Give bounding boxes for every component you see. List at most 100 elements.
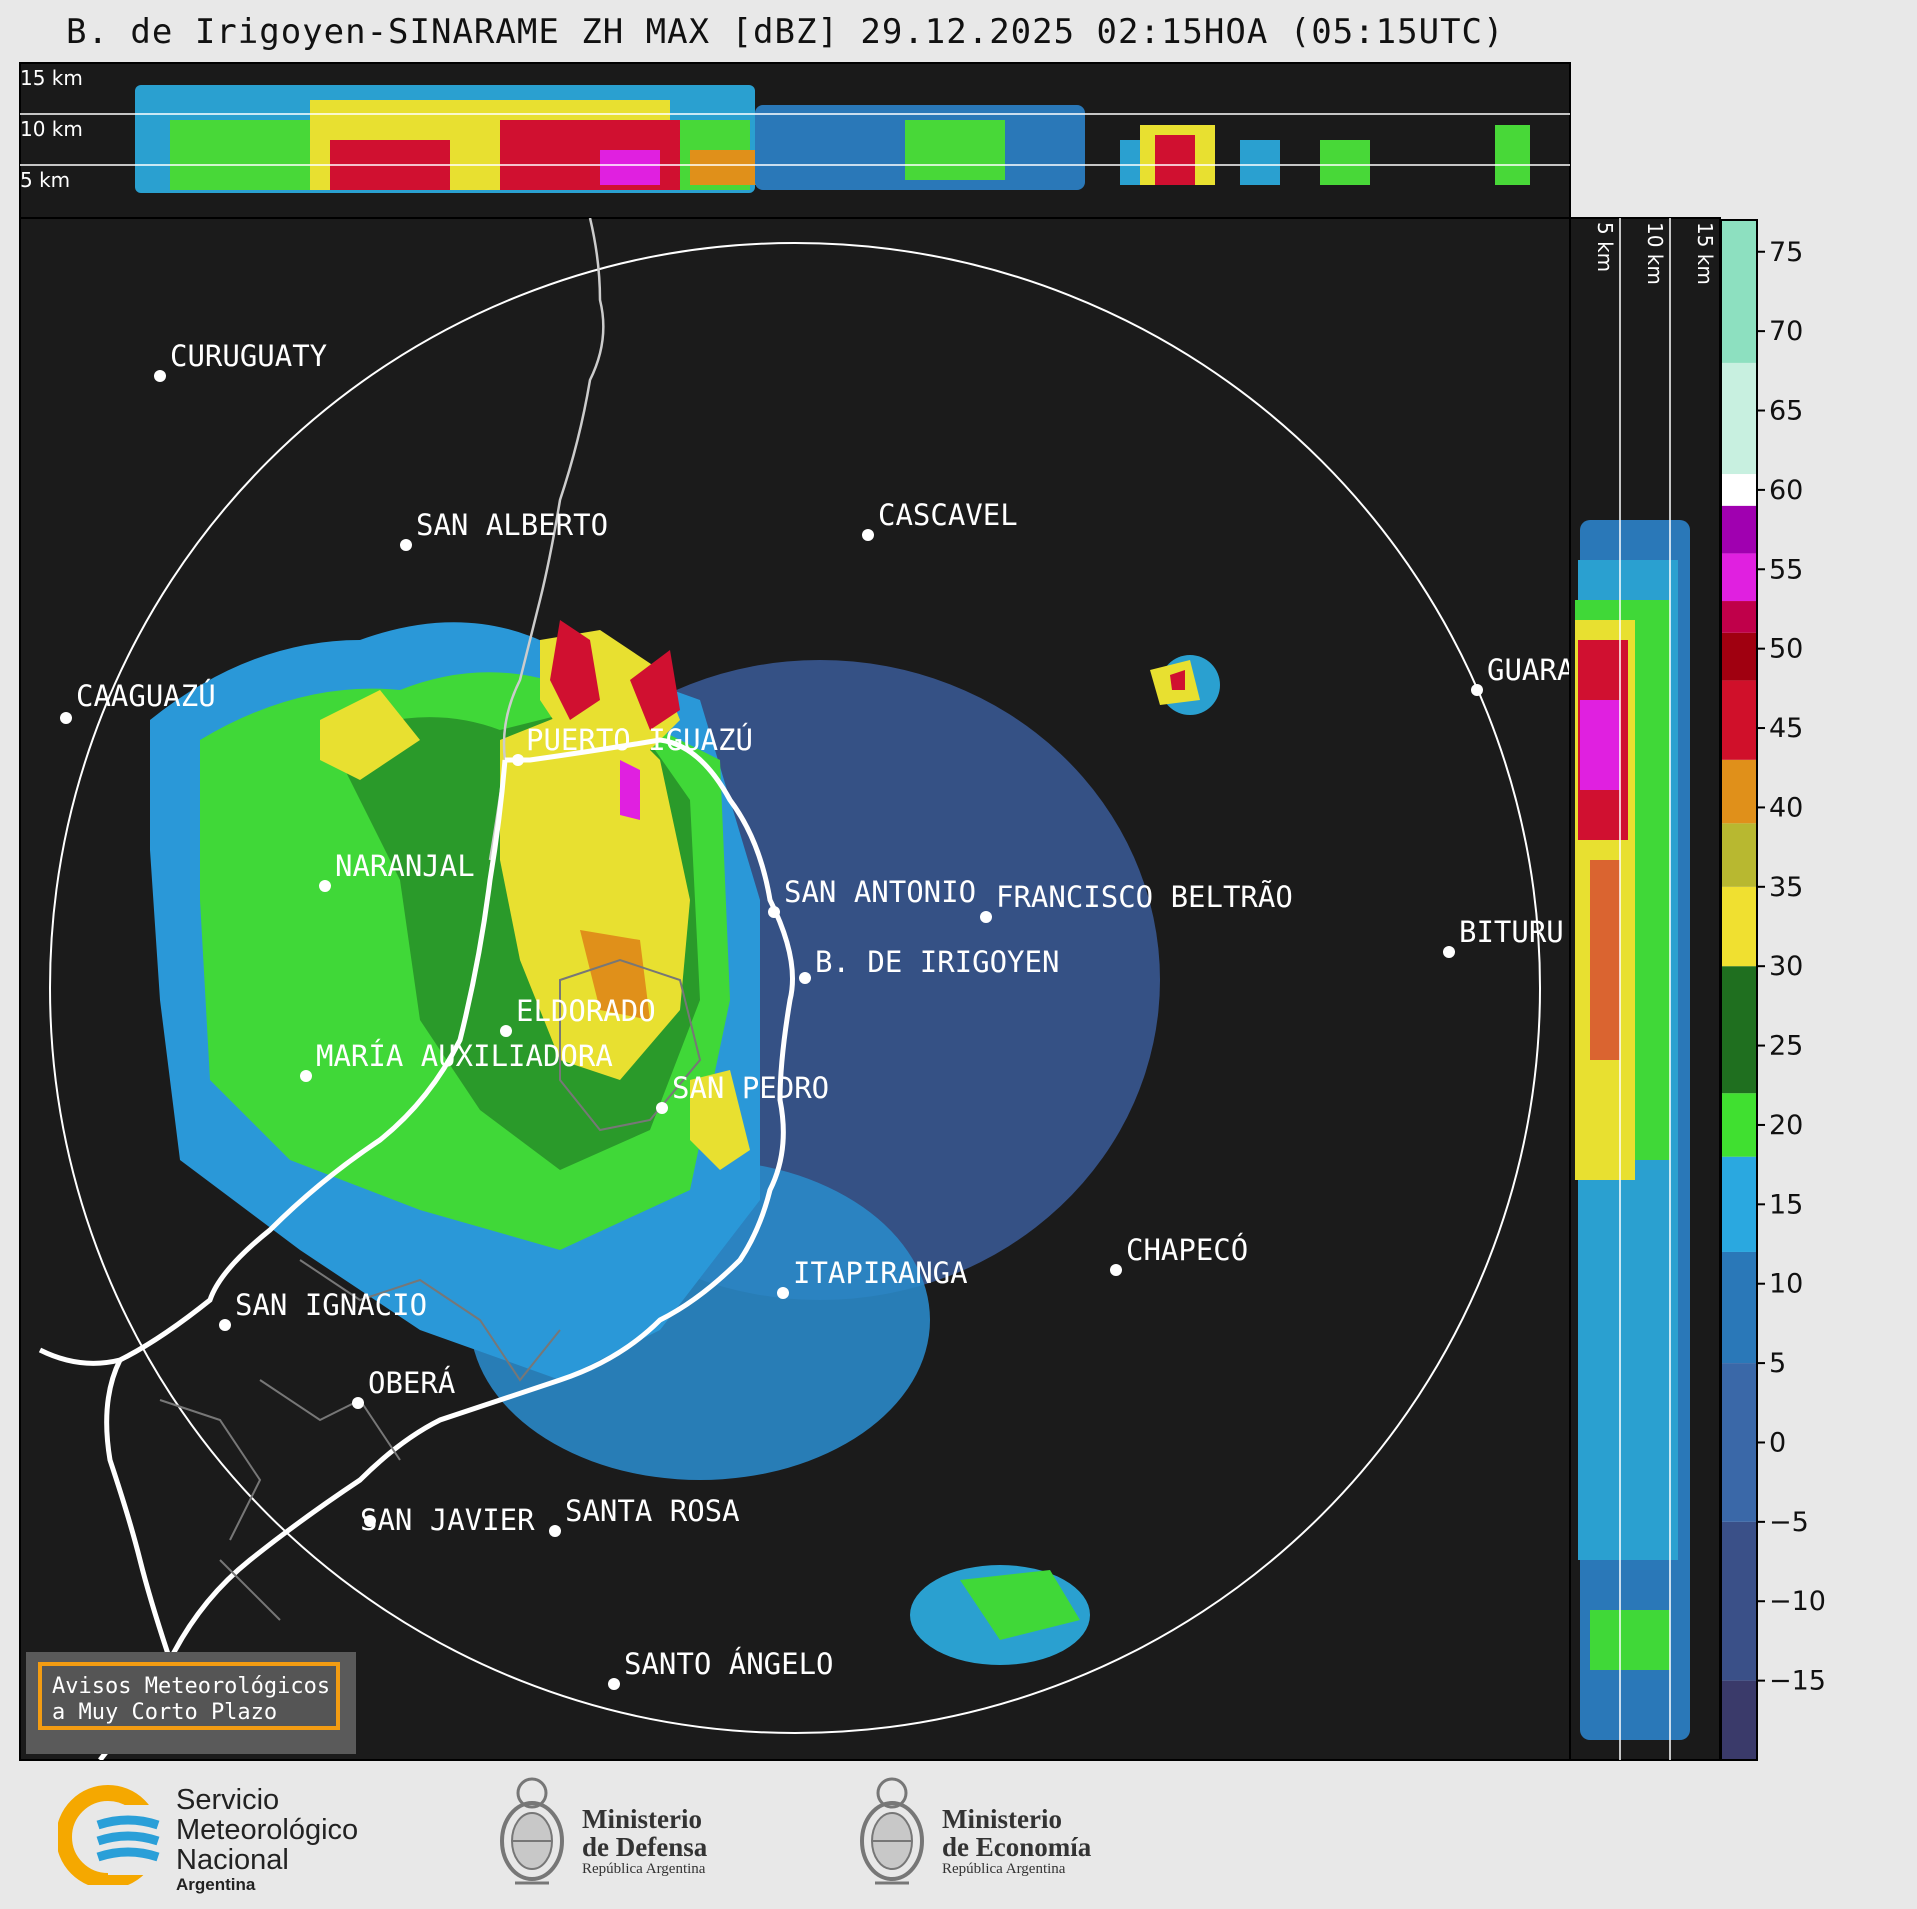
borders: [38, 218, 795, 1760]
colorbar-band: [1721, 601, 1757, 633]
colorbar-tick-label: 35: [1769, 872, 1803, 903]
colorbar-band: [1721, 1093, 1757, 1157]
smn-text-1: Servicio: [176, 1784, 280, 1816]
city-dot: [319, 880, 331, 892]
map-panel: CURUGUATY SAN ALBERTO CASCAVEL CAAGUAZÚ …: [19, 217, 1574, 1761]
colorbar-band: [1721, 966, 1757, 1094]
colorbar-band: [1721, 1521, 1757, 1681]
city-label: PUERTO IGUAZÚ: [526, 723, 753, 757]
economia-text-3: República Argentina: [942, 1861, 1066, 1877]
colorbar-band: [1721, 1680, 1757, 1760]
defensa-text-2: de Defensa: [582, 1832, 708, 1862]
city-dot: [219, 1319, 231, 1331]
city-dot: [1110, 1264, 1122, 1276]
colorbar-tick-label: 75: [1769, 237, 1803, 268]
top-height-10km: 10 km: [20, 117, 83, 141]
city-label: BITURU: [1459, 915, 1564, 949]
colorbar-band: [1721, 886, 1757, 967]
defensa-logo: Ministerio de Defensa República Argentin…: [495, 1775, 755, 1895]
city-dot: [1443, 946, 1455, 958]
city-dot: [500, 1025, 512, 1037]
colorbar-band: [1721, 1251, 1757, 1364]
warning-line-1: Avisos Meteorológicos: [52, 1674, 331, 1699]
city-label: SANTA ROSA: [565, 1494, 740, 1528]
city-label: CASCAVEL: [878, 498, 1018, 532]
city-dot: [400, 539, 412, 551]
city-dot: [352, 1397, 364, 1409]
colorbar-tick-label: 10: [1769, 1269, 1803, 1300]
city-dot: [980, 911, 992, 923]
colorbar-tick-label: 50: [1769, 634, 1803, 665]
smn-text-2: Meteorológico: [176, 1814, 359, 1846]
city-dot: [512, 754, 524, 766]
city-label: SANTO ÁNGELO: [624, 1647, 834, 1681]
colorbar-band: [1721, 632, 1757, 681]
top-height-profile: 15 km 10 km 5 km: [19, 62, 1571, 219]
city-label: CURUGUATY: [170, 339, 327, 373]
colorbar-band: [1721, 362, 1757, 475]
colorbar-band: [1721, 680, 1757, 760]
colorbar-tick-label: −15: [1769, 1666, 1826, 1697]
city-label: OBERÁ: [368, 1366, 455, 1400]
colorbar-tick-label: 5: [1769, 1348, 1786, 1379]
colorbar-band: [1721, 1156, 1757, 1252]
warning-line-2: a Muy Corto Plazo: [52, 1700, 278, 1725]
city-label: B. DE IRIGOYEN: [815, 945, 1059, 979]
city-dot: [656, 1102, 668, 1114]
smn-logo: Servicio Meteorológico Nacional Argentin…: [56, 1784, 398, 1894]
colorbar-tick-label: −10: [1769, 1586, 1826, 1617]
defensa-text-3: República Argentina: [582, 1861, 706, 1877]
city-dot: [364, 1515, 376, 1527]
city-markers: CURUGUATY SAN ALBERTO CASCAVEL CAAGUAZÚ …: [60, 339, 1574, 1690]
city-label: ITAPIRANGA: [793, 1256, 968, 1290]
coat-of-arms-icon: [500, 1777, 564, 1885]
city-dot: [768, 906, 780, 918]
city-dot: [1471, 684, 1483, 696]
colorbar-band: [1721, 823, 1757, 887]
city-label: CAAGUAZÚ: [76, 679, 216, 713]
city-label: MARÍA AUXILIADORA: [316, 1039, 613, 1073]
economia-logo: Ministerio de Economía República Argenti…: [855, 1775, 1135, 1895]
coat-of-arms-icon: [860, 1777, 924, 1885]
colorbar-bands: [1721, 220, 1757, 1760]
colorbar-tick-label: 55: [1769, 554, 1803, 585]
city-label: SAN IGNACIO: [235, 1288, 427, 1322]
city-label: FRANCISCO BELTRÃO: [996, 880, 1293, 914]
map-title: B. de Irigoyen-SINARAME ZH MAX [dBZ] 29.…: [66, 12, 1505, 52]
city-label: SAN PEDRO: [672, 1071, 829, 1105]
city-label: GUARA: [1487, 653, 1574, 687]
city-label: ELDORADO: [516, 994, 656, 1028]
city-dot: [549, 1525, 561, 1537]
warning-box: Avisos Meteorológicos a Muy Corto Plazo: [38, 1662, 340, 1730]
top-height-5km: 5 km: [20, 168, 70, 192]
colorbar-tick-label: 30: [1769, 951, 1803, 982]
city-label: SAN ALBERTO: [416, 508, 608, 542]
range-ring: [49, 242, 1541, 1734]
city-dot: [300, 1070, 312, 1082]
colorbar-tick-label: 40: [1769, 792, 1803, 823]
colorbar-tick-label: 70: [1769, 316, 1803, 347]
city-dot: [154, 370, 166, 382]
defensa-text-1: Ministerio: [582, 1804, 702, 1834]
colorbar-band: [1721, 1363, 1757, 1522]
radar-site-dot: [799, 972, 811, 984]
colorbar-band: [1721, 220, 1757, 363]
city-label: NARANJAL: [335, 849, 475, 883]
colorbar-tick-label: 60: [1769, 475, 1803, 506]
city-dot: [777, 1287, 789, 1299]
colorbar-tick-label: 0: [1769, 1427, 1786, 1458]
city-label: CHAPECÓ: [1126, 1233, 1248, 1267]
colorbar-band: [1721, 553, 1757, 602]
city-label: SAN ANTONIO: [784, 875, 976, 909]
colorbar-tick-label: 15: [1769, 1189, 1803, 1220]
smn-emblem-icon: [56, 1785, 168, 1889]
side-height-profile: 5 km 10 km 15 km: [1569, 217, 1721, 1761]
city-dot: [862, 529, 874, 541]
colorbar-band: [1721, 759, 1757, 824]
colorbar-tick-label: 25: [1769, 1031, 1803, 1062]
reflectivity-field: [150, 620, 1220, 1665]
colorbar-tick-label: 20: [1769, 1110, 1803, 1141]
